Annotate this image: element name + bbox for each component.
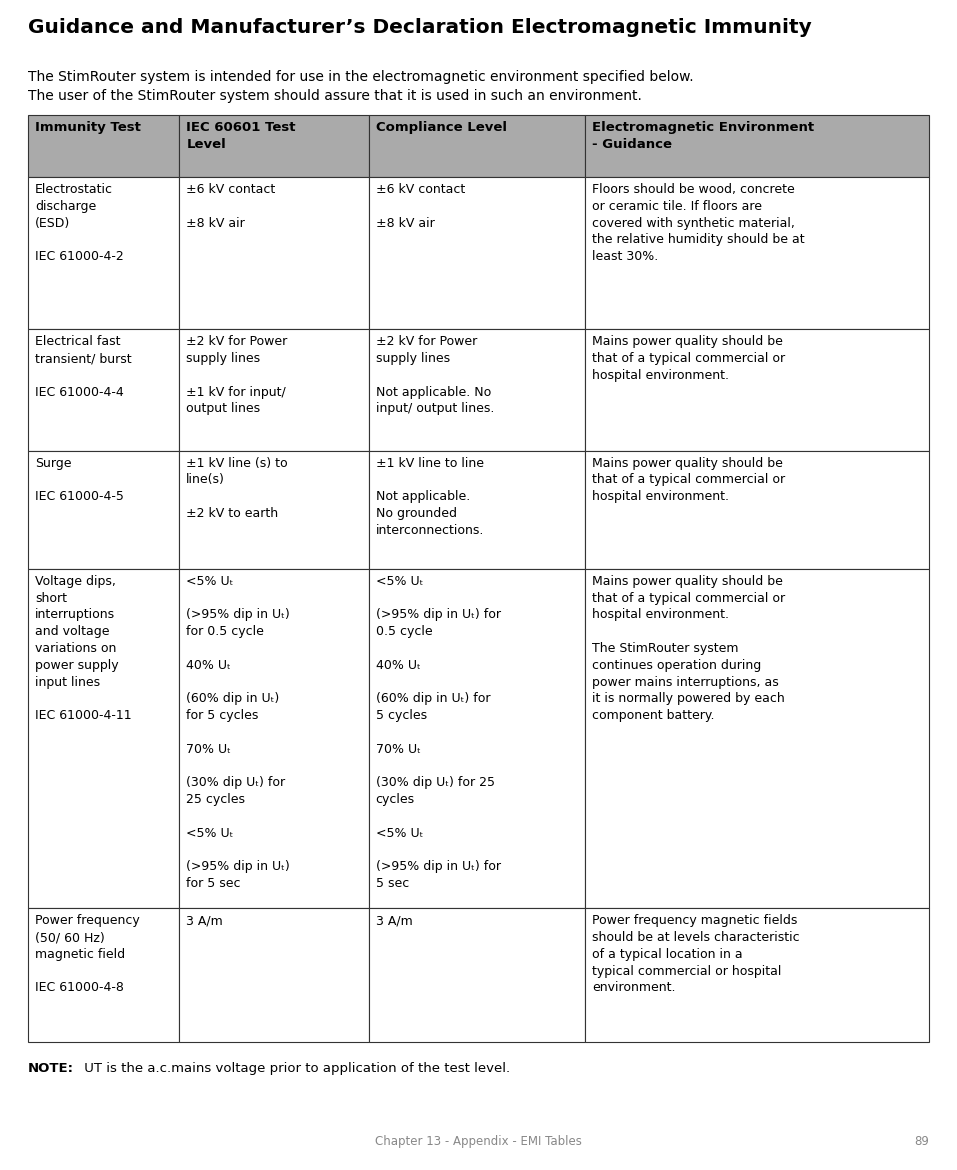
Text: Voltage dips,
short
interruptions
and voltage
variations on
power supply
input l: Voltage dips, short interruptions and vo… (35, 574, 132, 722)
Text: DRAFT: DRAFT (125, 559, 326, 690)
Bar (585, 115, 929, 177)
Bar (179, 115, 368, 177)
Text: DRAFT: DRAFT (423, 346, 624, 477)
Text: ±6 kV contact

±8 kV air: ±6 kV contact ±8 kV air (375, 183, 465, 229)
Text: The StimRouter system is intended for use in the electromagnetic environment spe: The StimRouter system is intended for us… (28, 70, 694, 103)
Text: 3 A/m: 3 A/m (375, 914, 412, 928)
Bar (179, 569, 368, 908)
Text: Power frequency magnetic fields
should be at levels characteristic
of a typical : Power frequency magnetic fields should b… (591, 914, 799, 994)
Text: Electromagnetic Environment
- Guidance: Electromagnetic Environment - Guidance (591, 121, 814, 151)
Text: UT is the a.c.mains voltage prior to application of the test level.: UT is the a.c.mains voltage prior to app… (80, 1062, 510, 1075)
Bar (28, 115, 179, 177)
Bar (368, 569, 585, 908)
Bar (368, 329, 585, 450)
Text: DRAFT: DRAFT (125, 810, 326, 941)
Text: Electrostatic
discharge
(ESD)

IEC 61000-4-2: Electrostatic discharge (ESD) IEC 61000-… (35, 183, 123, 263)
Text: Floors should be wood, concrete
or ceramic tile. If floors are
covered with synt: Floors should be wood, concrete or ceram… (591, 183, 805, 263)
Text: DRAFT: DRAFT (468, 885, 669, 1014)
Bar (585, 908, 929, 1042)
Bar (585, 569, 929, 908)
Text: ±2 kV for Power
supply lines

Not applicable. No
input/ output lines.: ±2 kV for Power supply lines Not applica… (375, 336, 494, 415)
Bar (28, 569, 179, 908)
Text: DRAFT: DRAFT (125, 216, 326, 347)
Text: 89: 89 (914, 1135, 929, 1148)
Text: ±2 kV for Power
supply lines

±1 kV for input/
output lines: ±2 kV for Power supply lines ±1 kV for i… (187, 336, 288, 415)
Bar (179, 329, 368, 450)
Bar (585, 450, 929, 569)
Bar (179, 177, 368, 329)
Text: 3 A/m: 3 A/m (187, 914, 223, 928)
Text: Surge

IEC 61000-4-5: Surge IEC 61000-4-5 (35, 456, 123, 503)
Text: Immunity Test: Immunity Test (35, 121, 141, 135)
Text: Guidance and Manufacturer’s Declaration Electromagnetic Immunity: Guidance and Manufacturer’s Declaration … (28, 18, 812, 37)
Text: DRAFT: DRAFT (423, 653, 624, 783)
Bar (368, 115, 585, 177)
Text: Power frequency
(50/ 60 Hz)
magnetic field

IEC 61000-4-8: Power frequency (50/ 60 Hz) magnetic fie… (35, 914, 140, 994)
Bar (585, 177, 929, 329)
Text: ±1 kV line (s) to
line(s)

±2 kV to earth: ±1 kV line (s) to line(s) ±2 kV to earth (187, 456, 288, 519)
Text: <5% Uₜ

(>95% dip in Uₜ)
for 0.5 cycle

40% Uₜ

(60% dip in Uₜ)
for 5 cycles

70: <5% Uₜ (>95% dip in Uₜ) for 0.5 cycle 40… (187, 574, 290, 890)
Text: Mains power quality should be
that of a typical commercial or
hospital environme: Mains power quality should be that of a … (591, 336, 785, 381)
Bar (368, 908, 585, 1042)
Text: Chapter 13 - Appendix - EMI Tables: Chapter 13 - Appendix - EMI Tables (375, 1135, 582, 1148)
Bar (179, 450, 368, 569)
Text: ±1 kV line to line

Not applicable.
No grounded
interconnections.: ±1 kV line to line Not applicable. No gr… (375, 456, 484, 537)
Text: IEC 60601 Test
Level: IEC 60601 Test Level (187, 121, 296, 151)
Bar (368, 177, 585, 329)
Text: NOTE:: NOTE: (28, 1062, 74, 1075)
Text: <5% Uₜ

(>95% dip in Uₜ) for
0.5 cycle

40% Uₜ

(60% dip in Uₜ) for
5 cycles

70: <5% Uₜ (>95% dip in Uₜ) for 0.5 cycle 40… (375, 574, 501, 890)
Text: Electrical fast
transient/ burst

IEC 61000-4-4: Electrical fast transient/ burst IEC 610… (35, 336, 132, 399)
Bar (28, 177, 179, 329)
Text: Compliance Level: Compliance Level (375, 121, 506, 135)
Text: ±6 kV contact

±8 kV air: ±6 kV contact ±8 kV air (187, 183, 276, 229)
Bar (28, 908, 179, 1042)
Bar (179, 908, 368, 1042)
Text: Mains power quality should be
that of a typical commercial or
hospital environme: Mains power quality should be that of a … (591, 456, 785, 503)
Bar (28, 450, 179, 569)
Bar (368, 450, 585, 569)
Bar (28, 329, 179, 450)
Text: Mains power quality should be
that of a typical commercial or
hospital environme: Mains power quality should be that of a … (591, 574, 785, 722)
Bar (585, 329, 929, 450)
